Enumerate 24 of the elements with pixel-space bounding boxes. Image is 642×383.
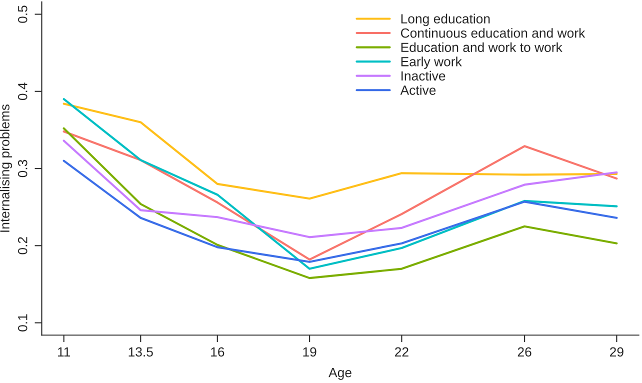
line-series	[62, 160, 618, 263]
legend-label: Continuous education and work	[400, 28, 586, 38]
y-tick-label: 0.2	[18, 237, 28, 254]
y-tick-label: 0.5	[18, 6, 28, 23]
x-tick-label: 22	[395, 347, 408, 356]
legend-label: Inactive	[402, 70, 446, 81]
legend-label: Education and work to work	[401, 42, 562, 52]
x-tick-label: 13.5	[128, 347, 153, 357]
legend-label: Active	[400, 85, 436, 95]
x-axis-title: Age	[328, 368, 352, 380]
x-tick-label: 29	[610, 347, 624, 357]
x-tick-label: 26	[518, 347, 532, 357]
x-tick-label: 19	[303, 347, 316, 357]
line-series	[62, 98, 618, 270]
y-tick-label: 0.3	[18, 160, 28, 178]
legend-label: Long education	[401, 14, 490, 26]
x-tick-label: 16	[211, 347, 224, 357]
line-series	[62, 140, 618, 238]
y-tick-label: 0.1	[18, 314, 28, 332]
y-tick-label: 0.4	[18, 82, 28, 100]
y-axis-title: Internalising problems	[0, 104, 12, 232]
x-tick-label: 11	[58, 347, 70, 356]
line-series	[62, 102, 618, 200]
legend-label: Early work	[401, 56, 462, 69]
